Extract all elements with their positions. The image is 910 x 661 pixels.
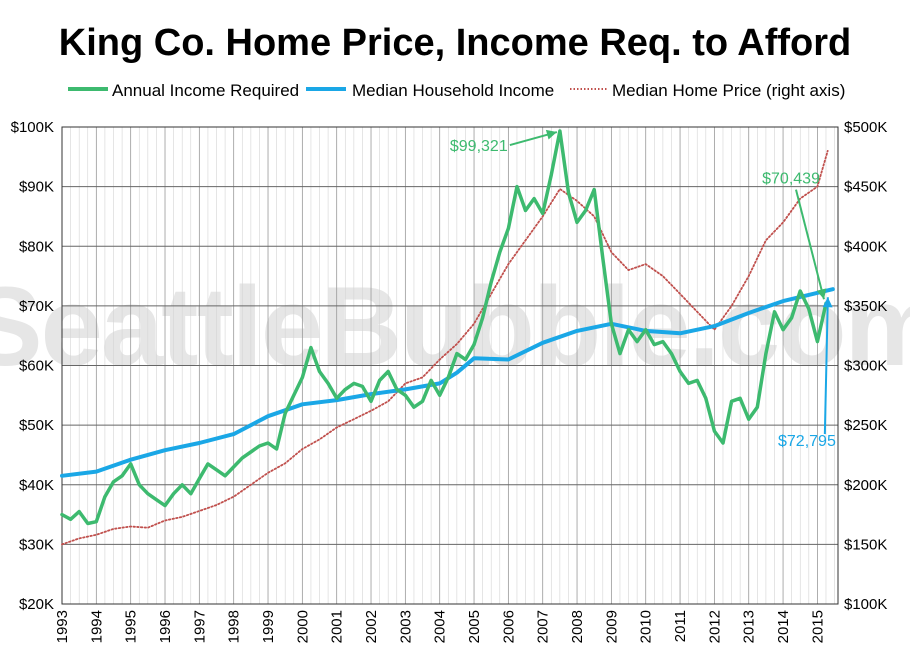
x-tick-label: 2010: [638, 610, 655, 643]
x-tick-label: 2002: [363, 610, 380, 643]
y-left-tick-label: $30K: [19, 536, 54, 553]
annotation-arrow-current-income-line: [823, 297, 829, 435]
chart-title: King Co. Home Price, Income Req. to Affo…: [59, 22, 851, 64]
x-tick-label: 2004: [432, 610, 449, 643]
legend-label-income-required: Annual Income Required: [112, 81, 299, 100]
series-annual-income-required: [60, 129, 828, 526]
x-tick-label: 2000: [294, 610, 311, 643]
y-right-tick-label: $100K: [844, 596, 887, 613]
y-right-tick-label: $500K: [844, 119, 887, 136]
legend: Annual Income Required Median Household …: [68, 81, 845, 100]
y-left-tick-label: $100K: [11, 119, 54, 136]
x-tick-label: 2008: [569, 610, 586, 643]
series-layer: [60, 129, 835, 546]
y-right-tick-label: $150K: [844, 536, 887, 553]
y-left-tick-label: $40K: [19, 477, 54, 494]
annotation-arrow-current-required-head: [816, 288, 827, 300]
y-right-tick-label: $350K: [844, 298, 887, 315]
series-median-home-price: [61, 150, 829, 546]
x-tick-label: 2014: [775, 610, 792, 643]
x-tick-label: 2001: [329, 610, 346, 643]
y-right-tick-label: $450K: [844, 179, 887, 196]
y-left-tick-label: $20K: [19, 596, 54, 613]
x-tick-label: 2012: [706, 610, 723, 643]
annotation-arrow-current-required-line: [795, 189, 825, 300]
y-right-tick-label: $200K: [844, 477, 887, 494]
annotation-label-peak: $99,321: [450, 138, 508, 155]
x-tick-label: 2006: [500, 610, 517, 643]
annotation-label-current-required: $70,439: [762, 171, 820, 188]
watermark: SeattleBubble.com: [0, 264, 910, 389]
x-tick-label: 2005: [466, 610, 483, 643]
x-tick-label: 2007: [535, 610, 552, 643]
annotations: $99,321 $70,439 $72,795: [450, 129, 836, 450]
annotation-label-current-income: $72,795: [778, 433, 836, 450]
x-tick-label: 2009: [603, 610, 620, 643]
x-tick-label: 2015: [809, 610, 826, 643]
legend-label-home-price: Median Home Price (right axis): [612, 81, 845, 100]
y-right-tick-label: $400K: [844, 238, 887, 255]
y-right-tick-label: $300K: [844, 358, 887, 375]
x-tick-label: 1997: [191, 610, 208, 643]
x-tick-label: 1994: [88, 610, 105, 643]
y-left-tick-label: $60K: [19, 358, 54, 375]
grid: [61, 126, 838, 605]
y-left-tick-label: $90K: [19, 179, 54, 196]
annotation-arrow-peak-head: [545, 129, 557, 140]
x-tick-label: 2011: [672, 610, 689, 642]
axes: $20K $30K $40K $50K $60K $70K $80K $90K $100K $10…: [11, 119, 888, 643]
x-tick-label: 1998: [226, 610, 243, 643]
y-left-tick-label: $50K: [19, 417, 54, 434]
x-tick-label: 2013: [741, 610, 758, 643]
y-right-tick-label: $250K: [844, 417, 887, 434]
plot-frame: [61, 126, 839, 605]
y-left-tick-label: $70K: [19, 298, 54, 315]
x-tick-label: 1993: [54, 610, 71, 643]
x-tick-label: 1996: [157, 610, 174, 643]
legend-label-household-income: Median Household Income: [352, 81, 554, 100]
x-tick-label: 1995: [123, 610, 140, 643]
annotation-arrow-current-income-head: [822, 297, 833, 308]
x-tick-label: 1999: [260, 610, 277, 643]
x-tick-label: 2003: [397, 610, 414, 643]
y-left-tick-label: $80K: [19, 238, 54, 255]
